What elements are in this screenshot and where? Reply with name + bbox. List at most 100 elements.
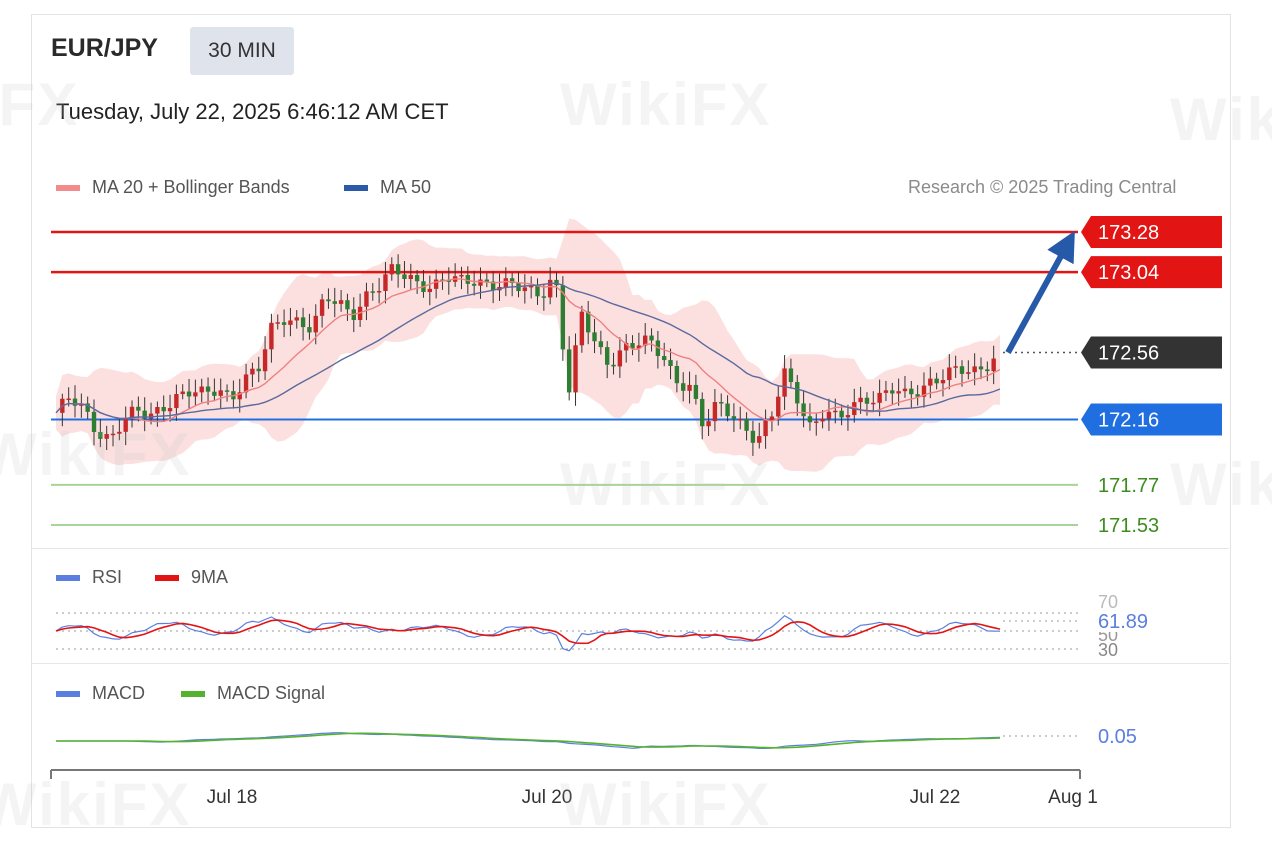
panel-divider-rsi — [31, 548, 1229, 549]
candle-body — [161, 407, 166, 412]
candle-body — [218, 390, 223, 396]
ma50-swatch — [344, 184, 368, 191]
rsi-value-bg — [1094, 610, 1162, 632]
rsi-tick-70: 70 — [1098, 592, 1118, 612]
candle-body — [205, 386, 211, 392]
candle-body — [573, 345, 578, 393]
candle-body — [383, 274, 388, 291]
candle-body — [389, 264, 394, 275]
ma9-swatch — [155, 574, 179, 581]
candle-body — [129, 406, 135, 419]
candle-body — [300, 317, 306, 328]
support-1-label: 171.77 — [1098, 475, 1159, 497]
candle-body — [978, 366, 984, 370]
candle-body — [833, 410, 838, 413]
legend-ma50-label: MA 50 — [380, 177, 432, 197]
candle-body — [883, 390, 889, 393]
candle-body — [167, 408, 173, 412]
candle-body — [643, 335, 648, 346]
candle-body — [788, 368, 794, 383]
candle-body — [820, 418, 825, 422]
legend-macd-label: MACD — [92, 683, 145, 703]
candle-body — [319, 299, 325, 316]
candle-body — [909, 388, 914, 395]
candle-body — [934, 378, 939, 384]
pivot-tag — [1081, 403, 1222, 436]
candle-body — [433, 279, 439, 289]
candle-body — [959, 366, 965, 374]
candle-body — [801, 403, 806, 417]
candle-body — [275, 322, 280, 324]
candle-body — [795, 382, 800, 404]
candle-body — [142, 410, 147, 419]
candle-body — [313, 315, 318, 333]
candle-body — [611, 364, 616, 367]
candle-body — [395, 264, 401, 275]
candle-body — [896, 391, 901, 394]
candle-body — [566, 349, 572, 393]
candle-body — [585, 311, 591, 333]
research-credit: Research © 2025 Trading Central — [908, 177, 1177, 197]
candle-body — [744, 419, 749, 431]
candle-body — [294, 317, 299, 321]
candle-body — [598, 341, 604, 348]
candle-body — [440, 279, 445, 282]
candle-body — [91, 411, 97, 433]
candle-body — [326, 299, 331, 302]
candle-body — [307, 327, 312, 333]
candle-body — [136, 406, 141, 411]
legend-macd-signal: MACD Signal — [181, 683, 325, 704]
candle-body — [858, 397, 863, 403]
candle-body — [674, 366, 680, 384]
candle-body — [212, 391, 217, 396]
watermark: WikiFX — [560, 451, 772, 518]
candle-body — [877, 392, 882, 403]
legend-9ma: 9MA — [155, 567, 228, 588]
candle-body — [148, 413, 154, 419]
timestamp: Tuesday, July 22, 2025 6:46:12 AM CET — [56, 99, 449, 124]
candle-body — [85, 403, 90, 412]
candle-body — [490, 281, 496, 291]
candle-body — [338, 300, 344, 304]
candle-body — [528, 285, 534, 288]
candle-body — [757, 436, 762, 443]
currency-pair: EUR/JPY — [51, 34, 158, 62]
watermark: WikiFX — [560, 771, 772, 838]
bollinger-band-area — [56, 218, 1000, 472]
candle-body — [668, 360, 673, 367]
candle-body — [712, 402, 718, 422]
forecast-arrow — [1005, 230, 1075, 354]
watermark: Wik — [1170, 86, 1272, 153]
candle-body — [484, 279, 490, 282]
watermark: WikiFX — [0, 421, 192, 488]
candle-body — [180, 391, 185, 395]
candle-body — [123, 418, 128, 432]
candle-body — [719, 402, 724, 404]
candle-body — [193, 392, 198, 397]
candle-body — [966, 372, 971, 374]
candle-body — [763, 420, 768, 437]
candle-body — [402, 274, 407, 280]
legend-macd: MACD — [56, 683, 145, 704]
candle-body — [547, 279, 553, 298]
candle-body — [408, 275, 413, 280]
candle-body — [928, 378, 933, 386]
candle-body — [782, 368, 787, 397]
candle-body — [243, 374, 249, 393]
candle-body — [681, 383, 686, 391]
candle-body — [427, 288, 432, 293]
macd-signal-line — [56, 732, 1001, 749]
candle-body — [902, 388, 908, 392]
candle-body — [776, 396, 781, 417]
legend-ma50: MA 50 — [344, 177, 431, 198]
macd-value-label: 0.05 — [1098, 726, 1137, 748]
legend-rsi-label: RSI — [92, 567, 123, 587]
pivot-label: 172.16 — [1098, 410, 1159, 432]
legend-bollinger-label: MA 20 + Bollinger Bands — [92, 177, 290, 197]
candle-body — [890, 390, 895, 394]
candle-body — [972, 366, 977, 373]
candle-body — [871, 402, 876, 405]
timeframe-badge[interactable]: 30 MIN — [190, 27, 294, 75]
candle-body — [288, 320, 293, 325]
watermark: WikiFX — [0, 771, 192, 838]
